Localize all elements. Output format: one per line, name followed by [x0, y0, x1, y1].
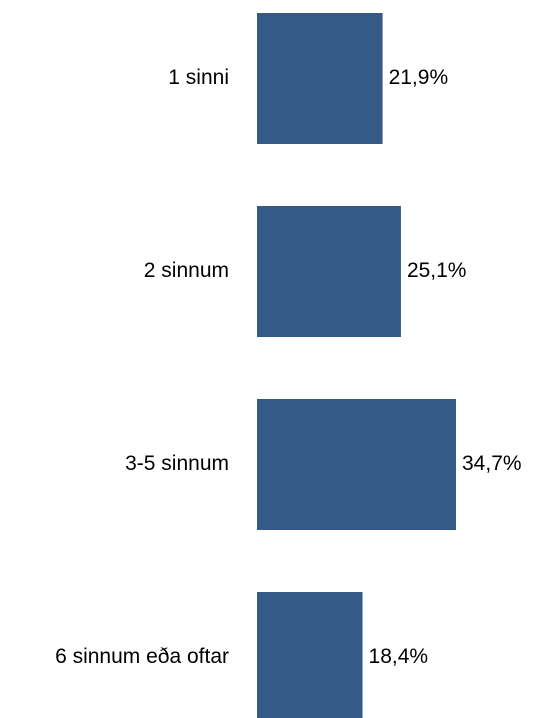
category-label-2: 2 sinnum — [144, 259, 229, 282]
value-label-3: 34,7% — [462, 452, 522, 475]
category-label-1: 1 sinni — [168, 66, 229, 89]
bar-4 — [257, 592, 363, 718]
value-label-1: 21,9% — [389, 66, 449, 89]
bar-2 — [257, 206, 401, 337]
bar-1 — [257, 13, 383, 144]
value-label-2: 25,1% — [407, 259, 467, 282]
category-label-3: 3-5 sinnum — [125, 452, 229, 475]
value-label-4: 18,4% — [369, 645, 429, 668]
category-label-4: 6 sinnum eða oftar — [55, 645, 229, 668]
bar-3 — [257, 399, 456, 530]
